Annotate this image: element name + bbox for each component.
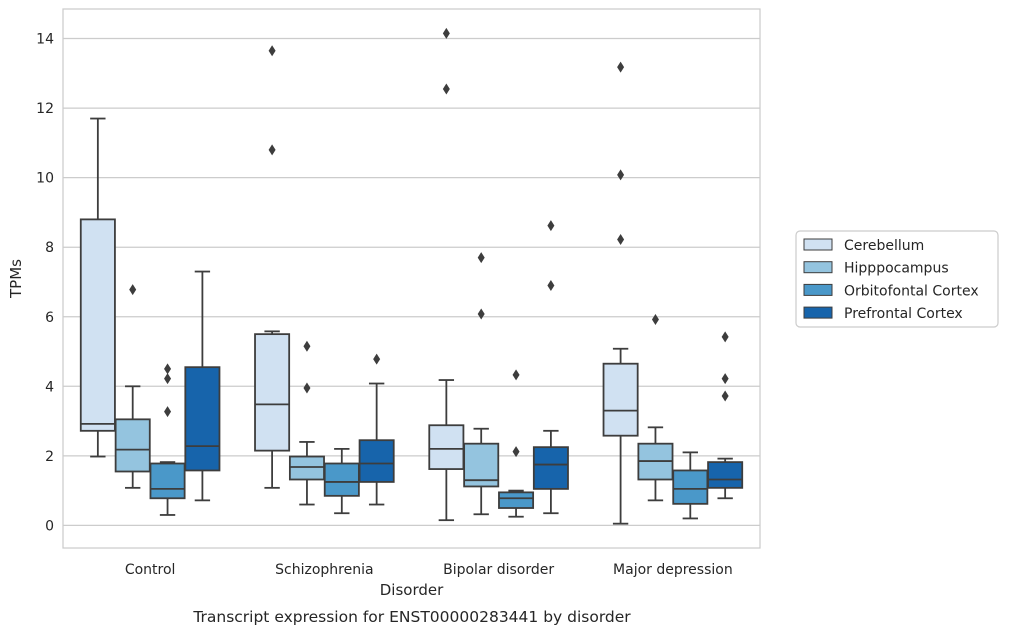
box-1-1: [288, 340, 325, 506]
box-iqr: [323, 462, 360, 497]
outlier-point: [617, 234, 625, 246]
legend-swatch: [803, 238, 833, 251]
y-tick-label: 2: [45, 449, 54, 465]
y-tick-label: 10: [36, 171, 54, 187]
box-2-1: [463, 252, 500, 516]
grid-lines: [63, 37, 760, 527]
legend-label: Hipppocampus: [844, 261, 949, 277]
outlier-point: [721, 390, 729, 402]
box-0-1: [114, 284, 151, 489]
x-tick-label: Bipolar disorder: [443, 562, 554, 578]
box-3-0: [602, 61, 639, 525]
box-3-1: [637, 314, 674, 502]
box-iqr: [184, 366, 221, 472]
outlier-point: [164, 406, 172, 418]
box-iqr: [288, 455, 325, 481]
legend-label: Cerebellum: [844, 238, 924, 254]
box-iqr: [707, 461, 744, 489]
box-iqr: [358, 439, 395, 483]
box-iqr: [114, 418, 151, 473]
legend-frame: [795, 230, 999, 328]
box-1-0: [254, 45, 291, 489]
legend-swatch: [803, 306, 833, 319]
outlier-point: [617, 169, 625, 181]
box-0-2: [149, 363, 186, 516]
outlier-point: [721, 373, 729, 385]
outlier-point: [547, 220, 555, 232]
box-0-0: [79, 117, 116, 458]
legend-swatch: [803, 283, 833, 296]
box-2-2: [498, 369, 535, 518]
y-axis-ticks: 0 2 4 6 8 10 12 14: [36, 32, 54, 535]
plot-frame: [62, 8, 761, 549]
y-tick-label: 8: [45, 240, 54, 256]
x-axis-ticks: Control Schizophrenia Bipolar disorder Majo…: [125, 562, 733, 578]
box-3-3: [707, 331, 744, 500]
box-2-3: [532, 220, 569, 515]
legend-label: Prefrontal Cortex: [844, 306, 963, 322]
y-axis-label: TPMs: [7, 259, 25, 299]
outlier-point: [164, 373, 172, 385]
outlier-point: [477, 308, 485, 320]
y-tick-label: 12: [36, 101, 54, 117]
box-iqr: [602, 362, 639, 437]
y-tick-label: 14: [36, 32, 54, 48]
outlier-point: [477, 252, 485, 264]
outlier-point: [512, 446, 520, 458]
box-3-2: [672, 451, 709, 520]
outlier-point: [651, 314, 659, 326]
outlier-point: [164, 363, 172, 375]
outlier-point: [442, 83, 450, 95]
outlier-point: [512, 369, 520, 381]
box-iqr: [498, 491, 535, 509]
box-iqr: [532, 446, 569, 490]
x-axis-label: Disorder: [380, 581, 444, 599]
outlier-point: [617, 61, 625, 73]
legend: Cerebellum Hipppocampus Orbitofontal Corte…: [795, 230, 999, 328]
legend-swatch: [803, 261, 833, 274]
chart-caption: Transcript expression for ENST0000028344…: [192, 608, 631, 626]
outlier-point: [303, 382, 311, 394]
box-1-3: [358, 353, 395, 506]
box-iqr: [149, 462, 186, 500]
box-iqr: [428, 424, 465, 470]
box-1-2: [323, 447, 360, 515]
x-tick-label: Schizophrenia: [275, 562, 373, 578]
box-2-0: [428, 27, 465, 522]
box-iqr: [672, 469, 709, 505]
outlier-point: [442, 27, 450, 39]
box-iqr: [79, 218, 116, 432]
box-iqr: [254, 333, 291, 452]
legend-label: Orbitofontal Cortex: [844, 283, 979, 299]
y-tick-label: 4: [45, 379, 54, 395]
outlier-point: [268, 45, 276, 57]
outlier-point: [547, 279, 555, 291]
outlier-point: [268, 144, 276, 156]
x-tick-label: Control: [125, 562, 176, 578]
y-tick-label: 6: [45, 310, 54, 326]
box-0-3: [184, 270, 221, 502]
outlier-point: [129, 284, 137, 296]
x-tick-label: Major depression: [613, 562, 733, 578]
outlier-point: [373, 353, 381, 365]
outlier-point: [721, 331, 729, 343]
outlier-point: [303, 340, 311, 352]
box-layer: [79, 27, 744, 525]
y-tick-label: 0: [45, 518, 54, 534]
